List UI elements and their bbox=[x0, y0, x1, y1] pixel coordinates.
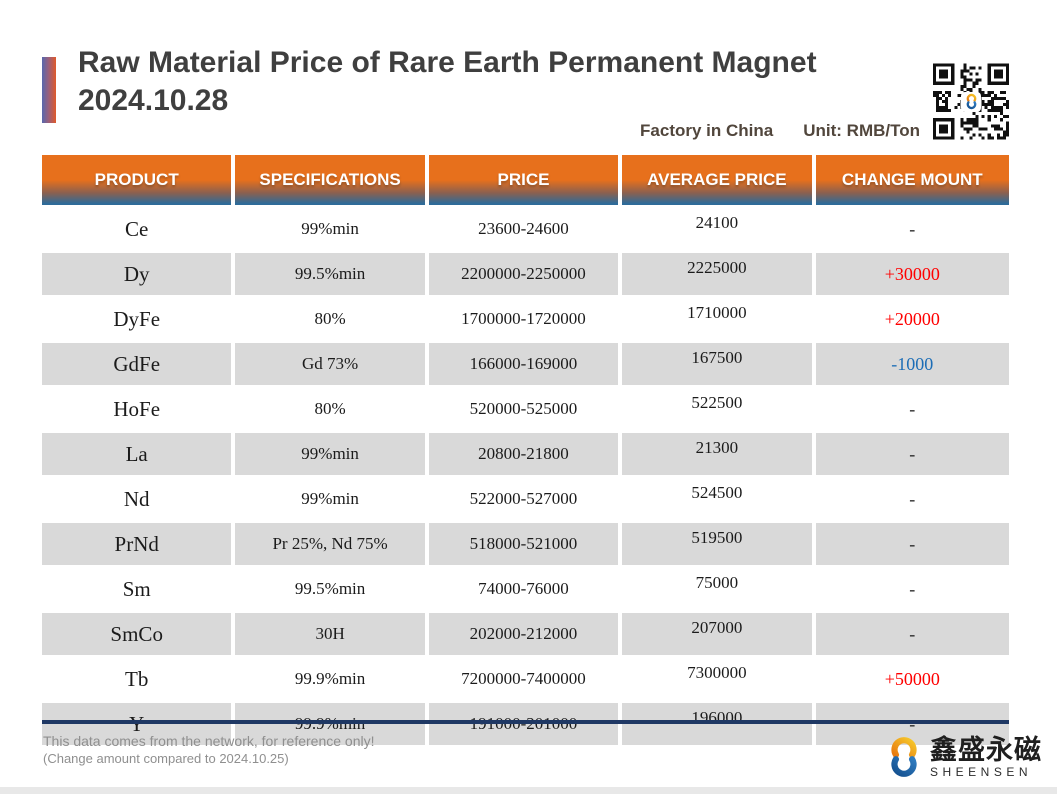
cell-average-price: 167500 bbox=[622, 340, 816, 385]
cell-change-mount: +20000 bbox=[815, 295, 1009, 340]
page-title-line1: Raw Material Price of Rare Earth Permane… bbox=[78, 46, 817, 79]
cell-change-mount: - bbox=[815, 430, 1009, 475]
column-header-specifications: SPECIFICATIONS bbox=[235, 155, 429, 205]
title-accent-bar bbox=[42, 57, 56, 123]
cell-price: 518000-521000 bbox=[428, 520, 623, 565]
column-header-price: PRICE bbox=[428, 155, 623, 205]
table-row: Tb 99.9%min 7200000-7400000 7300000 +500… bbox=[42, 655, 1009, 700]
price-table-header: PRODUCT SPECIFICATIONS PRICE AVERAGE PRI… bbox=[42, 155, 1009, 205]
brand-text: 鑫盛永磁 SHEENSEN bbox=[930, 736, 1042, 779]
disclaimer-note: This data comes from the network, for re… bbox=[43, 733, 375, 749]
table-row: DyFe 80% 1700000-1720000 1710000 +20000 bbox=[42, 295, 1009, 340]
table-row: GdFe Gd 73% 166000-169000 167500 -1000 bbox=[42, 340, 1009, 385]
sheensen-s-icon bbox=[966, 93, 976, 110]
cell-specifications: 80% bbox=[235, 295, 429, 340]
cell-specifications: Pr 25%, Nd 75% bbox=[235, 520, 429, 565]
cell-price: 520000-525000 bbox=[428, 385, 623, 430]
brand-logo: 鑫盛永磁 SHEENSEN bbox=[882, 731, 1042, 783]
table-row: SmCo 30H 202000-212000 207000 - bbox=[42, 610, 1009, 655]
unit-label: Unit: RMB/Ton bbox=[803, 121, 920, 140]
column-header-change-mount: CHANGE MOUNT bbox=[815, 155, 1009, 205]
cell-average-price: 207000 bbox=[622, 610, 816, 655]
cell-price: 1700000-1720000 bbox=[428, 295, 623, 340]
cell-specifications: 99.9%min bbox=[235, 655, 429, 700]
cell-product: Sm bbox=[42, 565, 236, 610]
cell-specifications: 99%min bbox=[235, 430, 429, 475]
cell-price: 202000-212000 bbox=[428, 610, 623, 655]
brand-name-english: SHEENSEN bbox=[930, 764, 1033, 779]
cell-product: Tb bbox=[42, 655, 236, 700]
cell-average-price: 21300 bbox=[622, 430, 816, 475]
table-row: HoFe 80% 520000-525000 522500 - bbox=[42, 385, 1009, 430]
cell-specifications: Gd 73% bbox=[235, 340, 429, 385]
cell-average-price: 522500 bbox=[622, 385, 816, 430]
comparison-note: (Change amount compared to 2024.10.25) bbox=[43, 751, 289, 766]
table-row: Ce 99%min 23600-24600 24100 - bbox=[42, 205, 1009, 250]
cell-price: 23600-24600 bbox=[428, 205, 623, 250]
brand-name-chinese: 鑫盛永磁 bbox=[930, 734, 1042, 765]
cell-product: HoFe bbox=[42, 385, 236, 430]
page-title-line2: 2024.10.28 bbox=[78, 84, 229, 117]
factory-label: Factory in China bbox=[640, 121, 774, 140]
cell-product: PrNd bbox=[42, 520, 236, 565]
cell-average-price: 524500 bbox=[622, 475, 816, 520]
table-row: La 99%min 20800-21800 21300 - bbox=[42, 430, 1009, 475]
qr-center-logo bbox=[961, 91, 981, 112]
cell-price: 522000-527000 bbox=[428, 475, 623, 520]
cell-product: Nd bbox=[42, 475, 236, 520]
cell-specifications: 99.5%min bbox=[235, 250, 429, 295]
cell-average-price: 2225000 bbox=[622, 250, 816, 295]
cell-specifications: 30H bbox=[235, 610, 429, 655]
column-header-product: PRODUCT bbox=[42, 155, 236, 205]
cell-price: 2200000-2250000 bbox=[428, 250, 623, 295]
sheensen-s-icon bbox=[891, 737, 917, 777]
cell-change-mount: -1000 bbox=[815, 340, 1009, 385]
bottom-strip bbox=[0, 787, 1057, 794]
cell-change-mount: +50000 bbox=[815, 655, 1009, 700]
qr-code bbox=[933, 63, 1009, 140]
cell-product: Ce bbox=[42, 205, 236, 250]
cell-price: 166000-169000 bbox=[428, 340, 623, 385]
cell-product: GdFe bbox=[42, 340, 236, 385]
cell-change-mount: - bbox=[815, 565, 1009, 610]
cell-change-mount: - bbox=[815, 610, 1009, 655]
meta-line: Factory in China Unit: RMB/Ton bbox=[640, 121, 920, 141]
cell-average-price: 24100 bbox=[622, 205, 816, 250]
table-row: Sm 99.5%min 74000-76000 75000 - bbox=[42, 565, 1009, 610]
cell-average-price: 7300000 bbox=[622, 655, 816, 700]
cell-change-mount: +30000 bbox=[815, 250, 1009, 295]
table-row: Nd 99%min 522000-527000 524500 - bbox=[42, 475, 1009, 520]
cell-specifications: 99.5%min bbox=[235, 565, 429, 610]
column-header-average-price: AVERAGE PRICE bbox=[622, 155, 816, 205]
cell-product: DyFe bbox=[42, 295, 236, 340]
cell-price: 20800-21800 bbox=[428, 430, 623, 475]
price-table: PRODUCT SPECIFICATIONS PRICE AVERAGE PRI… bbox=[42, 155, 1009, 745]
cell-change-mount: - bbox=[815, 205, 1009, 250]
cell-change-mount: - bbox=[815, 385, 1009, 430]
cell-average-price: 1710000 bbox=[622, 295, 816, 340]
cell-average-price: 519500 bbox=[622, 520, 816, 565]
cell-specifications: 99%min bbox=[235, 205, 429, 250]
cell-specifications: 99%min bbox=[235, 475, 429, 520]
page-title: Raw Material Price of Rare Earth Permane… bbox=[78, 44, 817, 120]
cell-product: SmCo bbox=[42, 610, 236, 655]
cell-price: 7200000-7400000 bbox=[428, 655, 623, 700]
cell-price: 74000-76000 bbox=[428, 565, 623, 610]
cell-change-mount: - bbox=[815, 520, 1009, 565]
table-row: Dy 99.5%min 2200000-2250000 2225000 +300… bbox=[42, 250, 1009, 295]
cell-change-mount: - bbox=[815, 475, 1009, 520]
table-row: PrNd Pr 25%, Nd 75% 518000-521000 519500… bbox=[42, 520, 1009, 565]
cell-product: La bbox=[42, 430, 236, 475]
cell-average-price: 75000 bbox=[622, 565, 816, 610]
cell-product: Dy bbox=[42, 250, 236, 295]
cell-specifications: 80% bbox=[235, 385, 429, 430]
table-bottom-border bbox=[42, 720, 1009, 724]
